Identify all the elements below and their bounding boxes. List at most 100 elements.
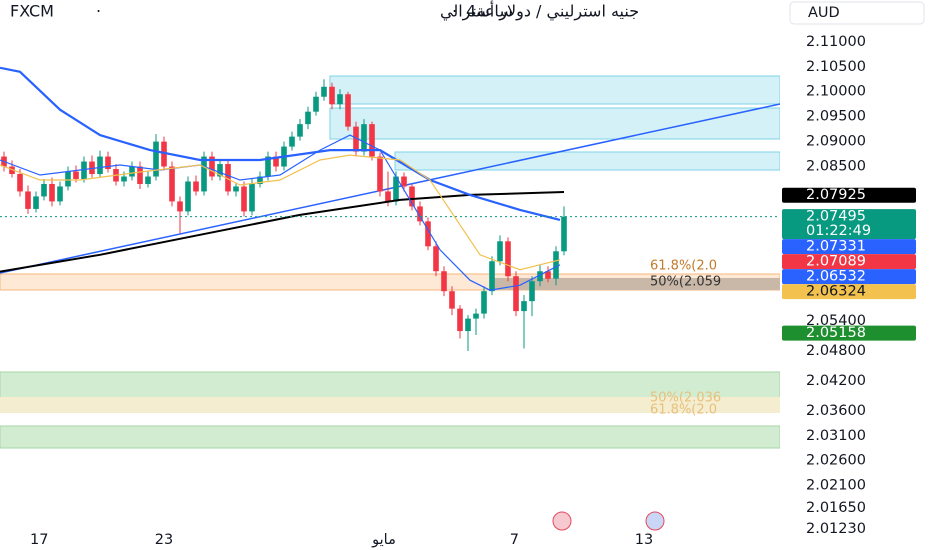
candle-body [449,291,455,309]
candle-body [289,136,295,147]
price-label: 2.07925 [806,187,866,203]
price-label-bg [782,209,916,240]
fib-label: 50%(2.059 [650,275,721,290]
candle-body [249,183,255,212]
ma-line [0,66,561,221]
currency: AUD [808,5,840,21]
candle-body [153,141,159,177]
y-tick-label: 2.10000 [806,84,866,100]
y-tick-label: 2.09500 [806,109,866,125]
candle-body [121,176,127,182]
candle-body [265,156,271,177]
candle-body [409,186,415,207]
candle-body [185,181,191,212]
candle-body [177,201,183,212]
y-tick-label: 2.10500 [806,59,866,75]
candle-body [257,176,263,184]
candle-body [561,216,567,252]
price-label: 2.07331 [806,239,866,255]
event-icon [645,511,665,531]
y-tick-label: 2.01650 [806,500,866,516]
candle-body [145,176,151,184]
candle-body [105,156,111,170]
candle-body [209,156,215,177]
candle-body [273,156,279,167]
candle-body [537,271,543,282]
price-label-bg [782,325,916,341]
y-tick-label: 2.04200 [806,373,866,389]
candle-body [25,191,31,209]
candle-body [481,291,487,314]
candle-body [521,301,527,312]
zone [0,425,781,449]
candle-body [545,271,551,279]
fib-label: 50%(2.036 [650,391,721,406]
candle-body [33,196,39,209]
candle-body [337,94,343,105]
candle-body [73,171,79,179]
candle-body [169,166,175,202]
candle-body [137,166,143,184]
candle-body [305,111,311,125]
header-bg [0,0,540,24]
y-tick-label: 2.02600 [806,453,866,469]
price-label: 2.06532 [806,269,866,285]
candle-body [473,313,479,319]
candle-body [321,86,327,97]
x-tick-label: 23 [155,532,173,548]
candle-body [9,166,15,175]
y-tick-label: 2.11000 [806,34,866,50]
candle-body [441,271,447,292]
candle-body [505,241,511,277]
zone [329,75,781,105]
candle-body [385,191,391,202]
y-tick-label: 2.03600 [806,403,866,419]
price-label: 2.07089 [806,254,866,270]
symbol: جنيه استرليني / دولار أسترالي [440,1,639,22]
candle-body [457,308,463,332]
candle-body [217,164,223,177]
y-tick-label: 2.09000 [806,134,866,150]
candle-body [417,206,423,222]
candle-body [313,96,319,112]
candle-body [17,174,23,192]
countdown: 01:22:49 [806,223,871,239]
candle-body [489,261,495,292]
separator: · [96,2,101,21]
y-tick-label: 2.01230 [806,521,866,537]
header: FXCM · جنيه استرليني / دولار أسترالي · 4… [0,0,639,24]
candle-body [433,246,439,272]
y-tick-label: 2.02100 [806,478,866,494]
candle-body [233,186,239,192]
y-tick-label: 2.04800 [806,343,866,359]
interval: 4ساعة [466,2,513,21]
candle-body [401,176,407,187]
candle-body [329,86,335,105]
fib-label: 61.8%(2.0 [650,403,717,418]
candle-body [361,124,367,152]
candle-body [201,156,207,192]
y-tick-label: 2.03100 [806,428,866,444]
x-tick-label: 13 [635,532,653,548]
price-label: 2.06324 [806,284,866,300]
candle-body [81,161,87,179]
y-tick-label: 2.05400 [806,313,866,329]
candle-body [497,241,503,262]
plot [0,66,567,352]
candle-body [465,318,471,332]
price-label-bg [782,254,916,270]
candle-body [553,251,559,279]
price-label-bg [782,269,916,285]
bottom-icons [552,511,665,531]
candle-body [393,176,399,202]
candle-body [225,164,231,192]
price-label-bg [782,284,916,300]
x-tick-label: 17 [30,532,48,548]
candle-body [529,281,535,302]
zone [490,278,780,290]
candle-body [129,166,135,177]
candle-body [161,141,167,167]
price-label-bg [782,187,916,203]
candle-body [241,186,247,212]
